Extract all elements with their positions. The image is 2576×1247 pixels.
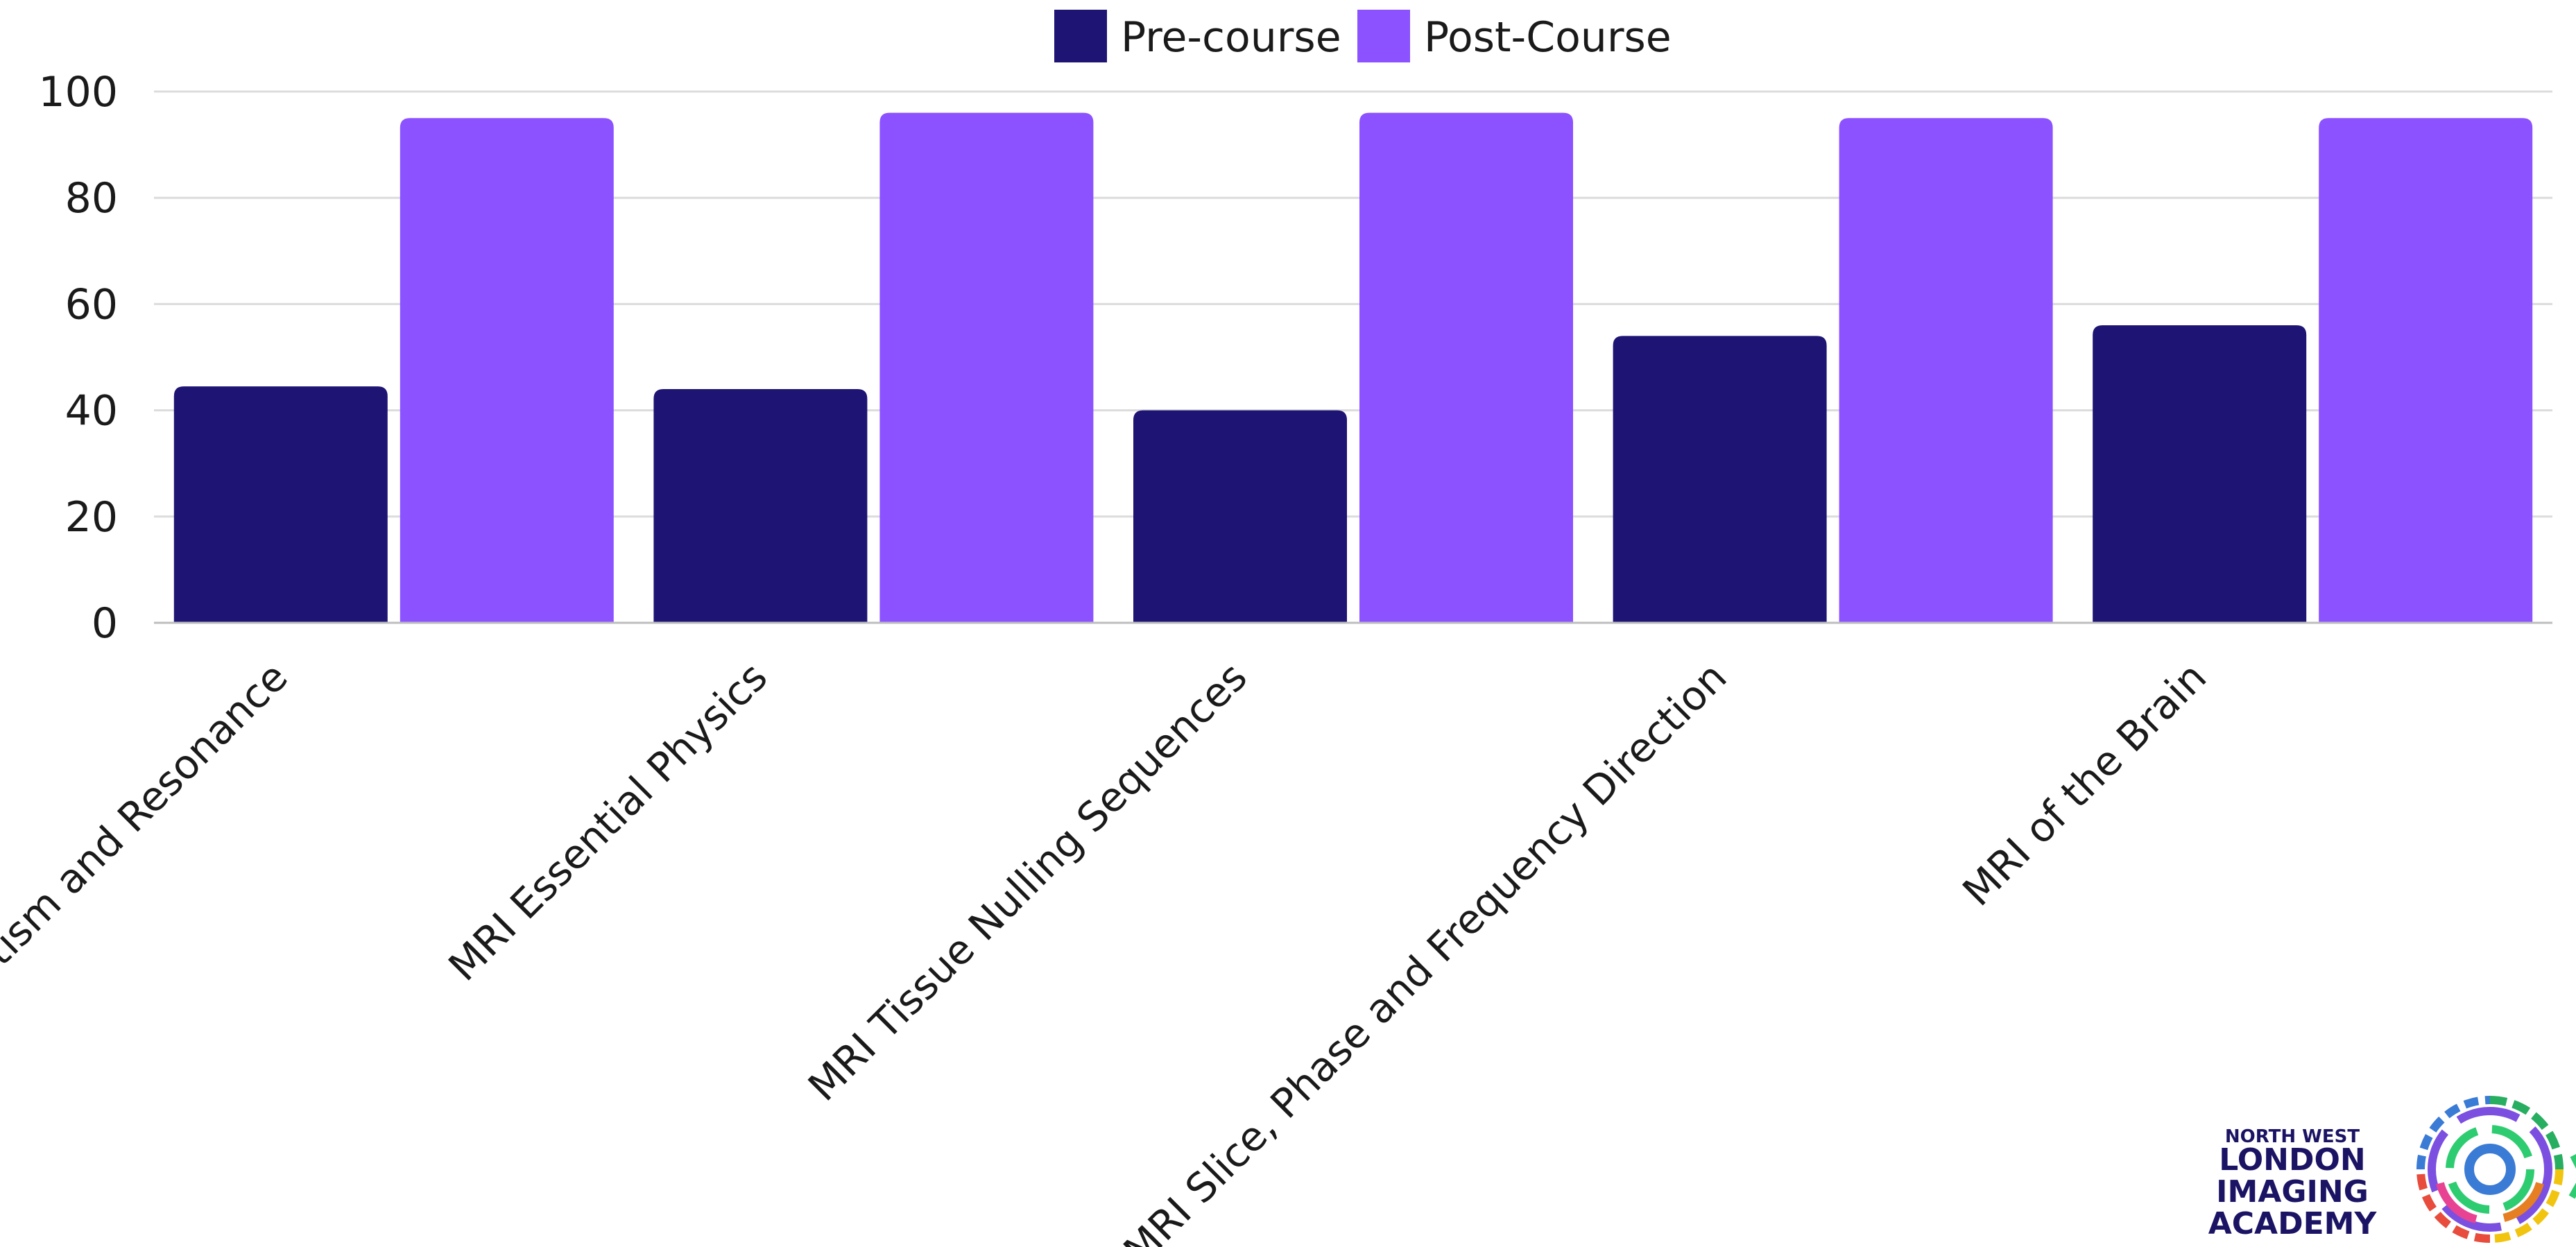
academy-logo: NORTH WEST LONDON IMAGING ACADEMY — [2208, 1096, 2576, 1243]
y-tick-label: 20 — [65, 493, 118, 542]
y-tick-label: 40 — [65, 387, 118, 436]
bar-pre-course — [653, 388, 868, 623]
x-tick-label: MRI of the Brain — [1954, 653, 2216, 915]
logo-line-4: ACADEMY — [2208, 1206, 2378, 1241]
y-tick-label: 0 — [92, 599, 118, 648]
legend-label: Post-Course — [1424, 13, 1672, 62]
logo-line-2: LONDON — [2219, 1142, 2365, 1178]
x-tick-label: MRI Essential Physics — [440, 653, 777, 990]
x-axis-category-labels: Magnetism and Resonance MRI Essential Phy… — [0, 653, 2215, 1247]
bar-post-course — [1839, 118, 2053, 624]
y-tick-label: 60 — [65, 280, 118, 329]
bar-post-course — [879, 112, 1094, 623]
x-tick-label: MRI Slice, Phase and Frequency Direction — [1115, 653, 1736, 1247]
bar-post-course — [400, 118, 614, 624]
logo-line-3: IMAGING — [2216, 1174, 2369, 1210]
legend-swatch — [1357, 10, 1410, 62]
bar-pre-course — [173, 386, 388, 623]
bar-post-course — [2319, 118, 2533, 624]
y-tick-label: 80 — [65, 174, 118, 223]
legend-label: Pre-course — [1121, 13, 1341, 62]
x-tick-label: MRI Tissue Nulling Sequences — [799, 653, 1256, 1110]
y-tick-label: 100 — [38, 68, 118, 117]
legend-swatch — [1054, 10, 1107, 62]
bar-pre-course — [1613, 336, 1827, 623]
bar-post-course — [1359, 112, 1573, 623]
legend: Pre-course Post-Course — [1054, 10, 1672, 62]
logo-line-1: NORTH WEST — [2225, 1126, 2360, 1147]
fingerprint-rainbow-icon — [2416, 1096, 2576, 1243]
bars — [173, 112, 2533, 624]
bar-pre-course — [1133, 410, 1347, 623]
x-tick-label: Magnetism and Resonance — [0, 653, 297, 1070]
bar-pre-course — [2093, 325, 2307, 623]
y-axis-tick-labels: 0 20 40 60 80 100 — [38, 68, 118, 648]
